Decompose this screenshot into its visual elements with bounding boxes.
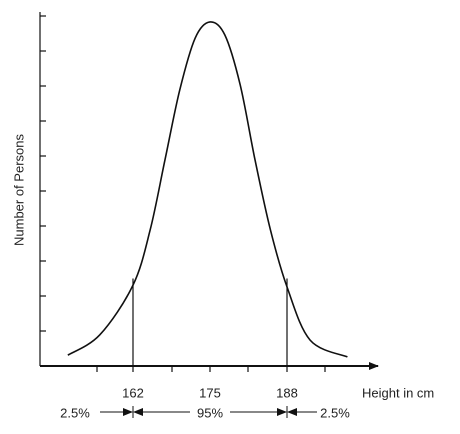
annotation: 2.5% [60,405,90,420]
y-axis-label: Number of Persons [11,134,26,246]
annotation: 95% [197,405,223,420]
annotation: 2.5% [320,405,350,420]
x-axis-label: Height in cm [362,385,434,400]
y-axis [39,12,46,366]
x-tick-label: 188 [276,385,298,400]
curve [67,21,348,358]
x-tick-label: 162 [122,385,144,400]
x-tick-label: 175 [199,385,221,400]
x-axis [40,362,379,372]
